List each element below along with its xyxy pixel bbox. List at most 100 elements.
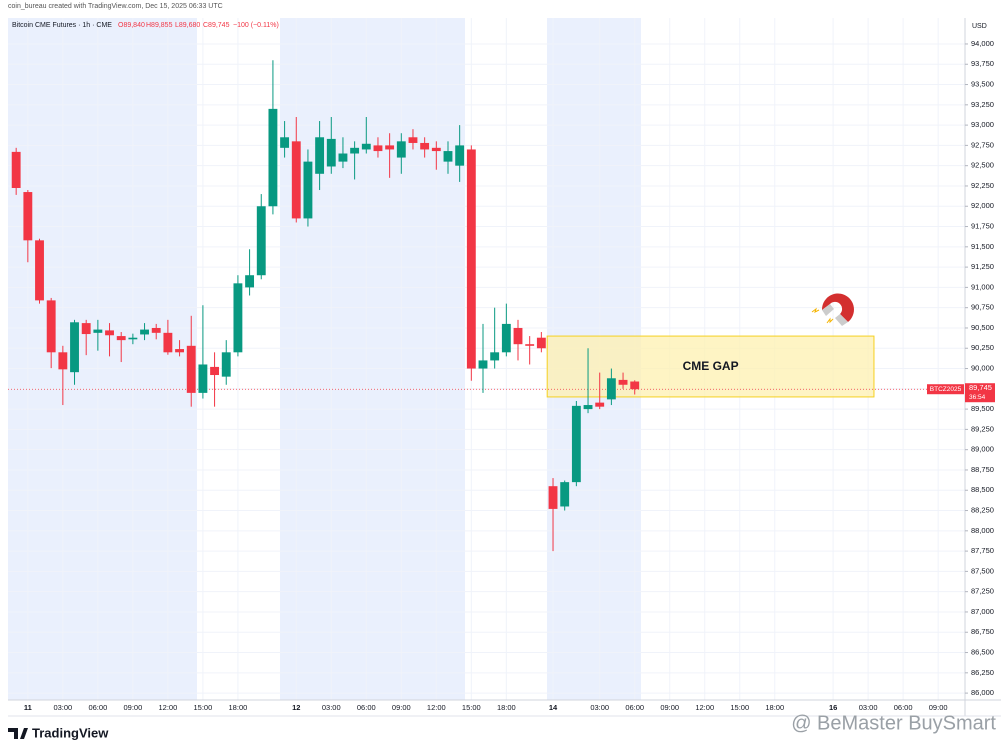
- last-price-label: 89,745: [969, 383, 992, 392]
- y-tick-label: 91,750: [971, 222, 994, 231]
- candle-body: [338, 153, 348, 162]
- x-tick-label: 06:00: [357, 703, 376, 712]
- x-tick-label: 03:00: [859, 703, 878, 712]
- x-tick-label: 15:00: [462, 703, 481, 712]
- candle-body: [11, 151, 21, 188]
- x-tick-label: 09:00: [392, 703, 411, 712]
- candle-body: [606, 378, 616, 400]
- candle-body: [443, 151, 453, 162]
- candle-body: [35, 240, 44, 301]
- x-tick-label: 11: [24, 703, 32, 712]
- candle-body: [385, 145, 395, 150]
- candle-body: [630, 381, 640, 390]
- watermark: @ BeMaster BuySmart: [791, 712, 996, 734]
- y-tick-label: 92,500: [971, 161, 994, 170]
- candle-body: [105, 330, 114, 336]
- y-tick-label: 86,750: [971, 627, 994, 636]
- y-tick-label: 86,000: [971, 688, 994, 697]
- candle-body: [326, 138, 336, 167]
- candle-body: [151, 327, 161, 333]
- y-tick-label: 94,000: [971, 39, 994, 48]
- candle-body: [163, 332, 173, 353]
- y-tick-label: 91,500: [971, 242, 994, 251]
- x-tick-label: 18:00: [765, 703, 784, 712]
- candle-body: [618, 379, 628, 385]
- candle-body: [58, 352, 68, 370]
- x-tick-label: 12:00: [427, 703, 446, 712]
- x-tick-label: 03:00: [53, 703, 72, 712]
- x-tick-label: 12:00: [695, 703, 714, 712]
- brand-logo: [8, 728, 28, 739]
- candle-body: [431, 147, 441, 152]
- x-tick-label: 03:00: [322, 703, 341, 712]
- candle-body: [93, 329, 103, 333]
- x-tick-label: 03:00: [590, 703, 609, 712]
- y-tick-label: 87,250: [971, 587, 994, 596]
- candle-body: [501, 323, 511, 353]
- y-tick-label: 90,750: [971, 303, 994, 312]
- candle-body: [23, 192, 33, 241]
- symbol-tag-label: BTCZ2025: [930, 386, 962, 393]
- x-tick-label: 06:00: [894, 703, 913, 712]
- candle-body: [186, 345, 196, 393]
- candle-body: [291, 141, 301, 219]
- y-tick-label: 86,500: [971, 648, 994, 657]
- header-close: C89,745: [203, 22, 230, 29]
- x-tick-label: 09:00: [123, 703, 142, 712]
- y-tick-label: 92,750: [971, 140, 994, 149]
- y-tick-label: 92,250: [971, 181, 994, 190]
- candle-body: [315, 137, 325, 174]
- candle-body: [408, 137, 418, 143]
- x-tick-label: 09:00: [929, 703, 948, 712]
- candle-body: [81, 323, 91, 335]
- header-open: O89,840: [118, 22, 145, 29]
- candle-body: [478, 360, 488, 369]
- candle-body: [70, 322, 79, 373]
- candle-body: [513, 327, 523, 345]
- candle-body: [361, 143, 371, 150]
- candle-body: [210, 366, 220, 376]
- y-tick-label: 89,000: [971, 445, 994, 454]
- y-tick-label: 88,000: [971, 526, 994, 535]
- y-tick-label: 88,500: [971, 485, 994, 494]
- candle-body: [420, 142, 430, 150]
- candle-body: [536, 337, 546, 349]
- x-tick-label: 06:00: [88, 703, 107, 712]
- session-shade: [8, 18, 197, 700]
- y-tick-label: 93,250: [971, 100, 994, 109]
- header-low: L89,680: [175, 22, 200, 29]
- y-tick-label: 91,000: [971, 282, 994, 291]
- y-tick-label: 87,000: [971, 607, 994, 616]
- candle-body: [280, 137, 290, 148]
- y-tick-label: 90,250: [971, 343, 994, 352]
- candle-body: [560, 482, 570, 507]
- y-tick-label: 90,500: [971, 323, 994, 332]
- candle-body: [46, 300, 56, 353]
- candle-body: [175, 349, 184, 353]
- x-tick-label: 15:00: [194, 703, 213, 712]
- candle-body: [455, 145, 465, 166]
- y-tick-label: 88,750: [971, 465, 994, 474]
- symbol-tag: [927, 384, 964, 395]
- gap-label: CME GAP: [683, 359, 739, 373]
- candle-body: [373, 145, 383, 152]
- x-tick-label: 06:00: [625, 703, 644, 712]
- candle-body: [256, 206, 266, 276]
- candle-body: [128, 337, 138, 340]
- brand: TradingView: [32, 725, 109, 740]
- candle-body: [116, 336, 126, 341]
- candle-body: [466, 149, 476, 369]
- candle-body: [233, 283, 243, 353]
- x-tick-label: 12: [292, 703, 300, 712]
- y-tick-label: 86,250: [971, 668, 994, 677]
- candle-body: [396, 141, 406, 158]
- y-tick-label: 89,250: [971, 424, 994, 433]
- candle-body: [245, 275, 255, 288]
- candle-body: [583, 405, 593, 410]
- y-tick-label: 93,750: [971, 59, 994, 68]
- candle-body: [221, 352, 231, 377]
- magnet-icon: [811, 293, 854, 326]
- currency: USD: [972, 23, 987, 30]
- x-tick-label: 12:00: [158, 703, 177, 712]
